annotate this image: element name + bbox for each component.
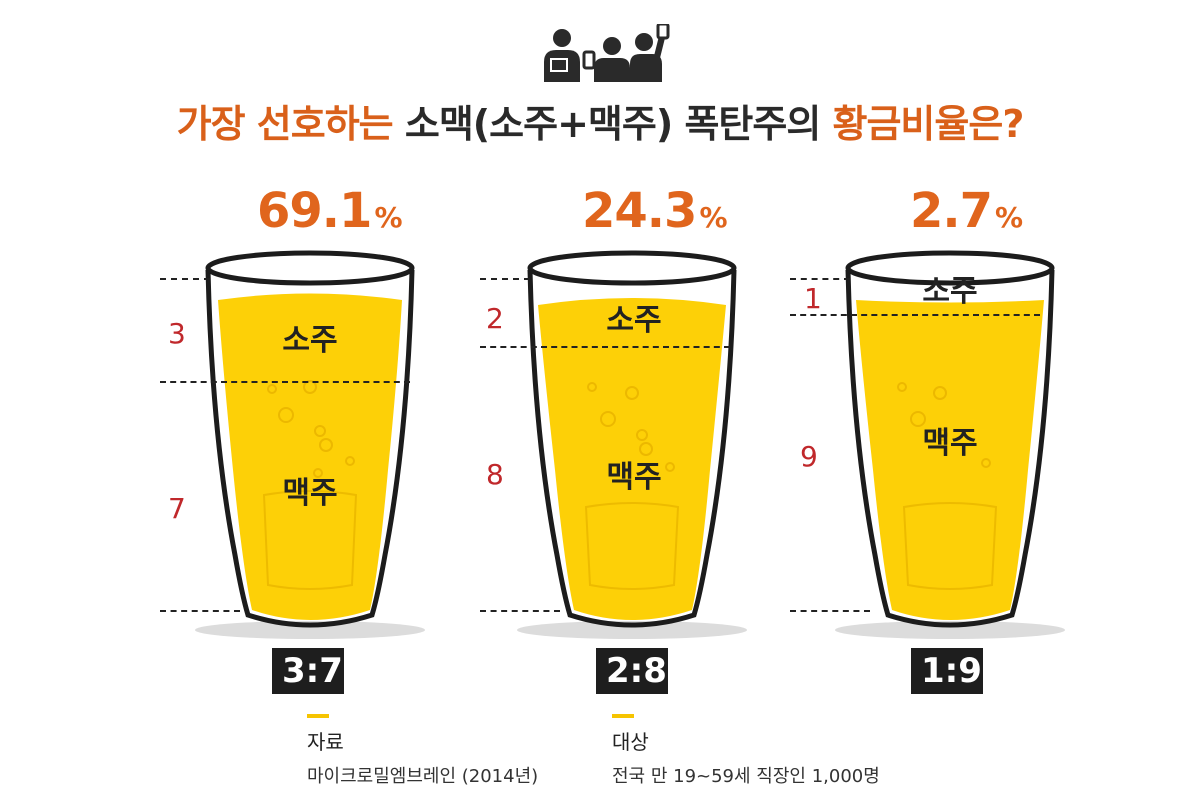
percent-2-value: 24.3 bbox=[582, 183, 697, 239]
beer-part-1: 7 bbox=[168, 492, 186, 525]
glass-1-bottom-label: 맥주 bbox=[282, 476, 337, 511]
glass-1-top-label: 소주 bbox=[282, 323, 337, 358]
percent-3-value: 2.7 bbox=[910, 183, 993, 239]
percent-3-sign: % bbox=[995, 201, 1023, 234]
divider-line bbox=[790, 278, 850, 280]
divider-line bbox=[160, 610, 240, 612]
ratio-badge-3: 1:9 bbox=[911, 648, 983, 694]
beer-part-2: 8 bbox=[486, 458, 504, 491]
percent-1-sign: % bbox=[374, 201, 402, 234]
divider-line bbox=[790, 610, 870, 612]
ratio-badge-2: 2:8 bbox=[596, 648, 668, 694]
soju-part-3: 1 bbox=[804, 282, 822, 315]
beer-glass-icon: 소주 맥주 bbox=[835, 250, 1065, 639]
ratio-badge-1: 3:7 bbox=[272, 648, 344, 694]
divider-line bbox=[480, 278, 530, 280]
target-accent-bar bbox=[612, 714, 634, 718]
glass-3-top-label: 소주 bbox=[922, 274, 977, 309]
people-toast-icon bbox=[544, 24, 670, 82]
divider-line bbox=[480, 346, 730, 348]
divider-line bbox=[790, 314, 1040, 316]
soju-part-1: 3 bbox=[168, 317, 186, 350]
source-accent-bar bbox=[307, 714, 329, 718]
divider-line bbox=[160, 381, 410, 383]
glass-3-bottom-label: 맥주 bbox=[922, 426, 977, 461]
page-title: 가장 선호하는 소맥(소주+맥주) 폭탄주의 황금비율은? bbox=[0, 93, 1200, 148]
percent-3: 2.7% bbox=[910, 183, 1023, 239]
percent-1: 69.1% bbox=[257, 183, 403, 239]
target-value: 전국 만 19~59세 직장인 1,000명 bbox=[612, 766, 880, 787]
source-value: 마이크로밀엠브레인 (2014년) bbox=[307, 766, 539, 787]
beer-glass-icon: 소주 맥주 bbox=[195, 250, 425, 639]
title-part2: 소맥(소주+맥주) 폭탄주의 bbox=[404, 102, 821, 146]
percent-1-value: 69.1 bbox=[257, 183, 372, 239]
glass-2-bottom-label: 맥주 bbox=[606, 460, 661, 495]
title-part1: 가장 선호하는 bbox=[176, 102, 394, 146]
glass-2-top-label: 소주 bbox=[606, 303, 661, 338]
target-label: 대상 bbox=[612, 730, 649, 754]
percent-2-sign: % bbox=[699, 201, 727, 234]
soju-part-2: 2 bbox=[486, 302, 504, 335]
source-label: 자료 bbox=[307, 730, 344, 754]
percent-2: 24.3% bbox=[582, 183, 728, 239]
divider-line bbox=[480, 610, 560, 612]
title-part3: 황금비율은? bbox=[832, 102, 1025, 146]
beer-part-3: 9 bbox=[800, 440, 818, 473]
divider-line bbox=[160, 278, 210, 280]
beer-glass-icon: 소주 맥주 bbox=[517, 250, 747, 639]
